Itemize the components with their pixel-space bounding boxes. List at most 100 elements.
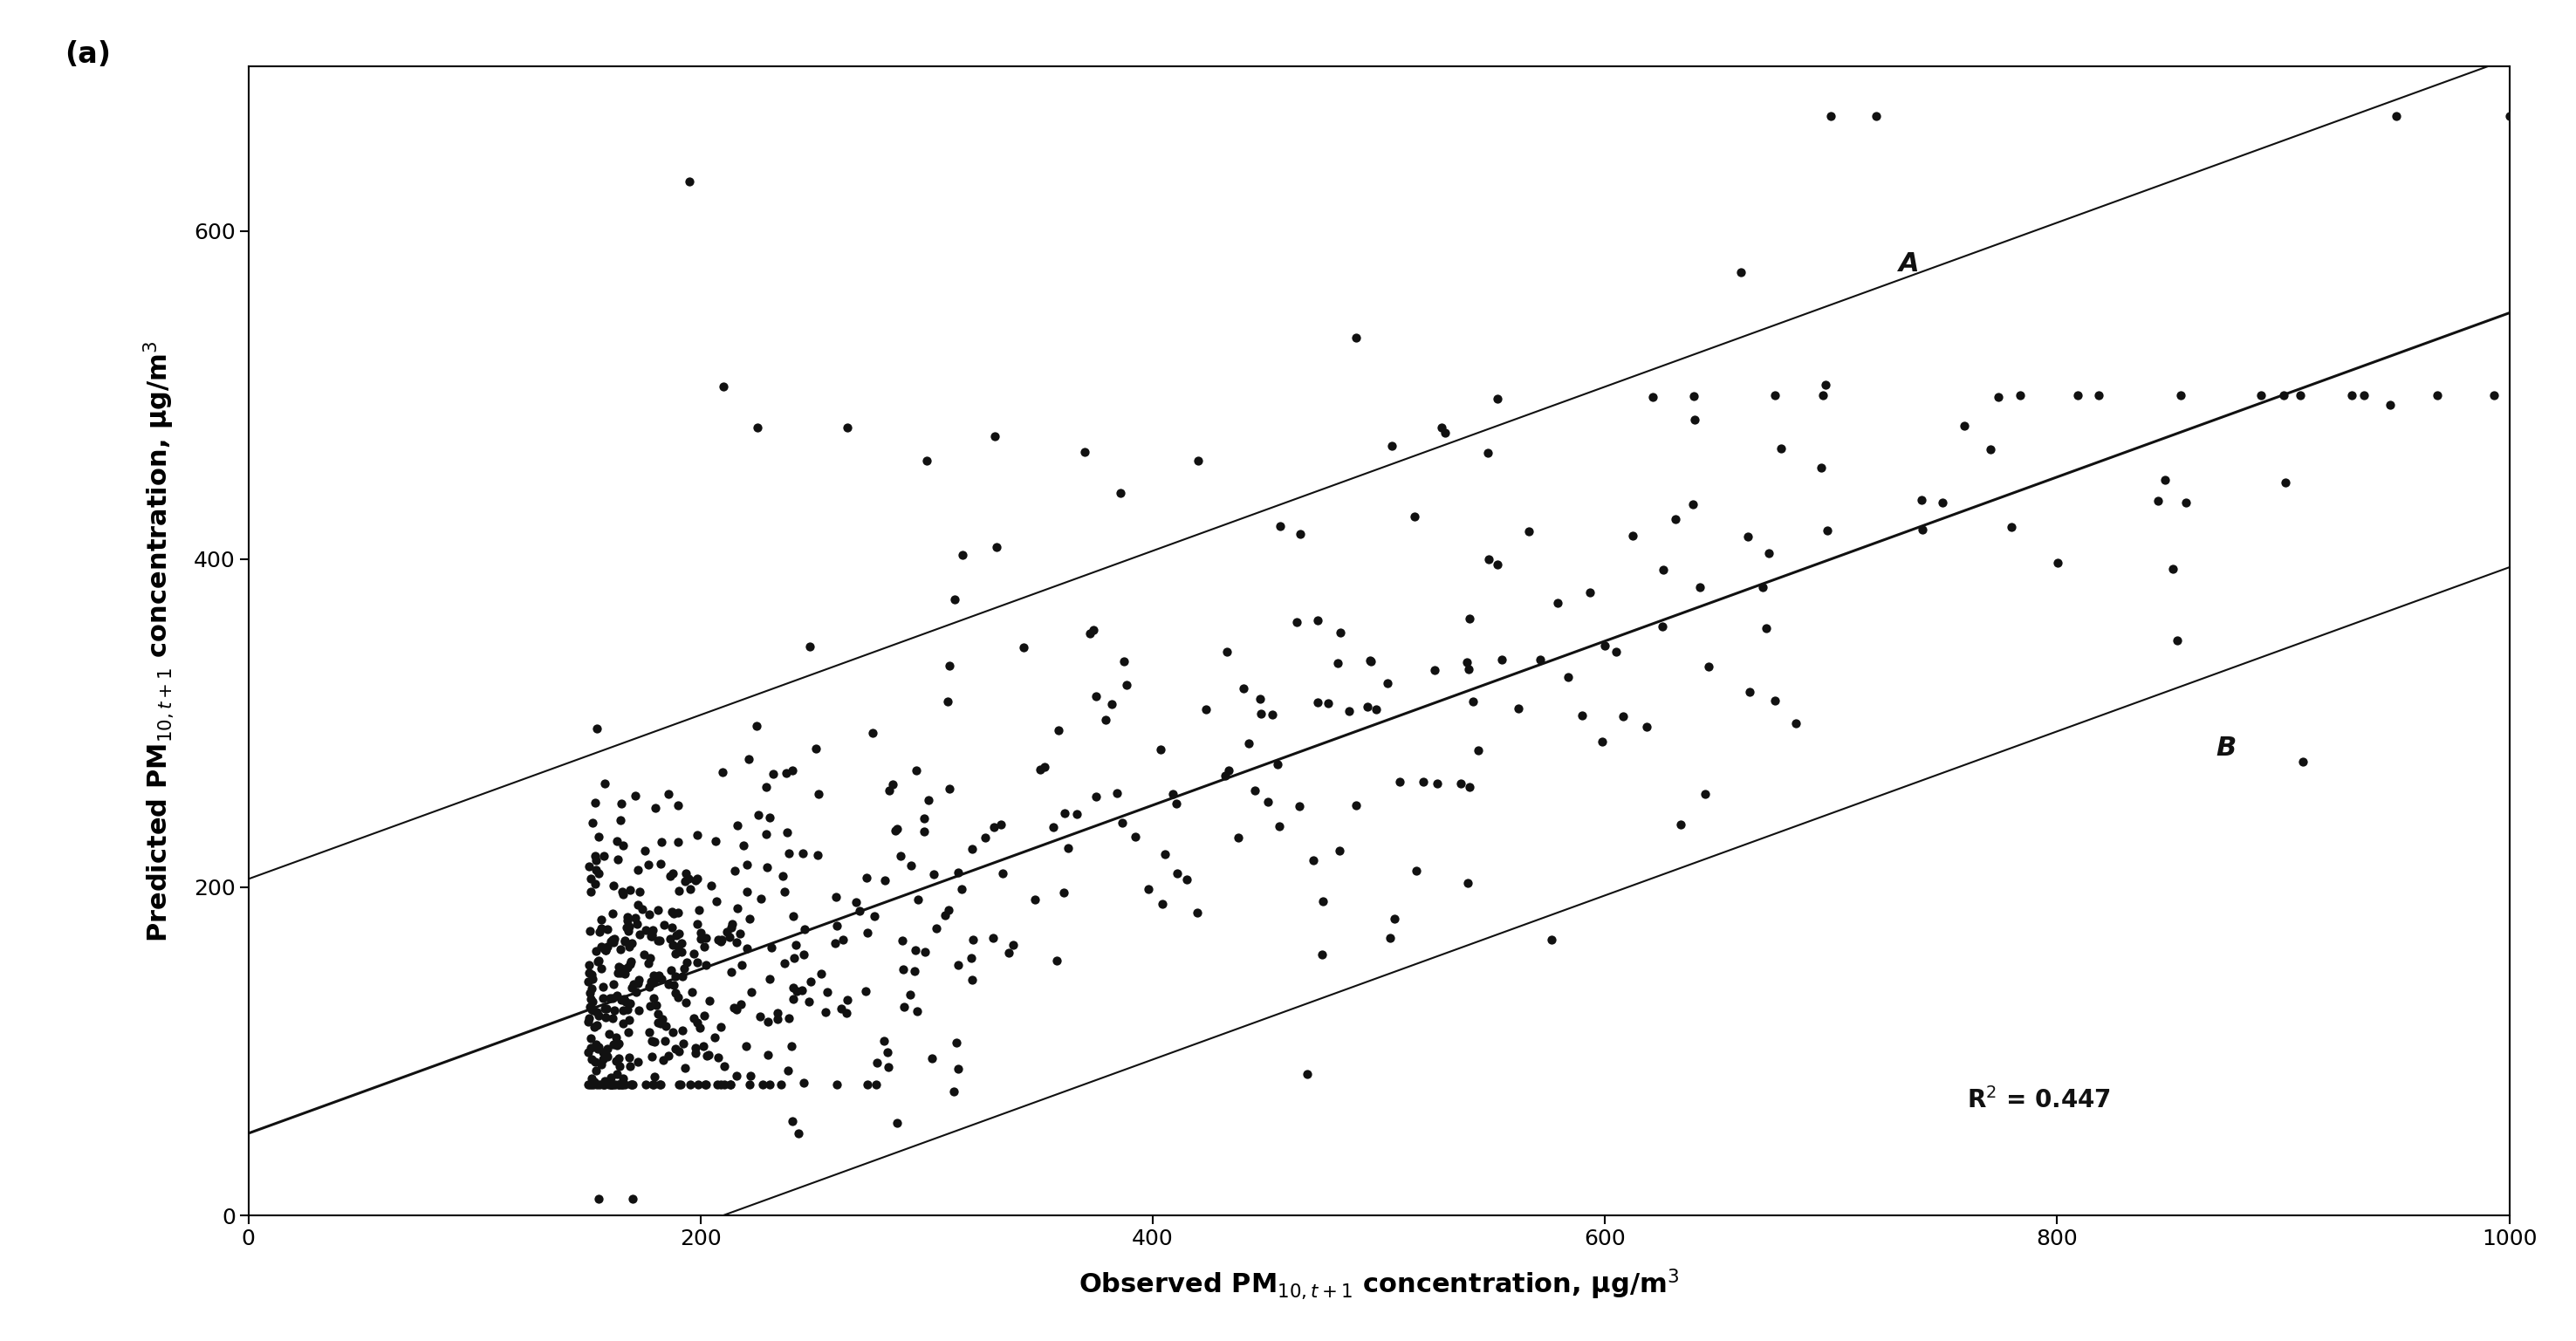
Point: [783, 944, 824, 966]
Point: [574, 1016, 616, 1038]
Point: [590, 987, 631, 1008]
Point: [618, 924, 659, 945]
Point: [592, 1073, 634, 1094]
Point: [690, 874, 732, 896]
Point: [647, 783, 688, 805]
Point: [1468, 548, 1510, 570]
Point: [1157, 793, 1198, 814]
Point: [1625, 716, 1667, 738]
Point: [768, 1059, 809, 1081]
Point: [1466, 441, 1507, 463]
Point: [1337, 327, 1378, 349]
Point: [600, 963, 641, 984]
Point: [592, 902, 634, 924]
Point: [574, 1071, 616, 1093]
Point: [873, 821, 914, 842]
Point: [1301, 944, 1342, 966]
Point: [587, 936, 629, 957]
Point: [724, 1035, 765, 1057]
Point: [662, 1033, 703, 1054]
Point: [569, 1007, 611, 1029]
Point: [1350, 649, 1391, 670]
Point: [1100, 483, 1141, 504]
Point: [582, 1049, 623, 1070]
Point: [1448, 776, 1489, 798]
Point: [654, 974, 696, 995]
Point: [585, 1045, 626, 1066]
Point: [659, 932, 701, 953]
Point: [1378, 771, 1419, 793]
Point: [608, 936, 649, 957]
Point: [652, 1022, 693, 1043]
Point: [611, 932, 652, 953]
Point: [708, 927, 750, 948]
Point: [577, 1188, 618, 1210]
Point: [675, 869, 716, 890]
Point: [1319, 839, 1360, 861]
Point: [1280, 523, 1321, 544]
Point: [953, 929, 994, 951]
Point: [1685, 783, 1726, 805]
Point: [574, 873, 616, 894]
Point: [750, 937, 791, 959]
Point: [672, 943, 714, 964]
Point: [750, 968, 791, 990]
Point: [598, 830, 639, 852]
Point: [878, 845, 920, 866]
Point: [871, 774, 912, 795]
Point: [574, 793, 616, 814]
Point: [1476, 554, 1517, 575]
Point: [1613, 526, 1654, 547]
Point: [2280, 384, 2321, 405]
Point: [636, 968, 677, 990]
Point: [696, 830, 737, 852]
Point: [600, 939, 641, 960]
Text: B: B: [2215, 735, 2236, 760]
Point: [665, 992, 706, 1014]
Point: [1048, 837, 1090, 858]
Point: [701, 929, 742, 951]
Point: [817, 915, 858, 936]
Point: [827, 1002, 868, 1023]
Point: [711, 917, 752, 939]
Point: [603, 881, 644, 902]
Point: [1185, 699, 1226, 720]
Point: [1901, 489, 1942, 511]
Point: [747, 857, 788, 878]
Point: [639, 1014, 680, 1035]
Point: [1020, 759, 1061, 780]
Point: [680, 1016, 721, 1038]
Point: [1115, 826, 1157, 848]
Point: [1595, 641, 1636, 662]
Point: [657, 925, 698, 947]
Point: [1687, 656, 1728, 677]
Point: [634, 987, 675, 1008]
Point: [585, 1073, 626, 1094]
Point: [1741, 577, 1783, 598]
Point: [572, 999, 613, 1021]
Point: [649, 959, 690, 980]
Point: [659, 1073, 701, 1094]
Point: [574, 1059, 616, 1081]
Point: [580, 921, 621, 943]
Point: [639, 853, 680, 874]
Point: [672, 1007, 714, 1029]
Point: [608, 920, 649, 941]
Point: [1497, 697, 1538, 719]
Point: [654, 902, 696, 924]
Point: [2143, 469, 2184, 491]
Point: [585, 998, 626, 1019]
Point: [904, 941, 945, 963]
Point: [567, 1073, 608, 1094]
Point: [598, 1047, 639, 1069]
Point: [580, 1006, 621, 1027]
Point: [1901, 519, 1942, 540]
Point: [1728, 526, 1770, 547]
Point: [680, 928, 721, 949]
Point: [742, 1073, 783, 1094]
Point: [845, 980, 886, 1002]
Point: [631, 971, 672, 992]
Point: [577, 951, 618, 972]
Point: [796, 738, 837, 759]
Point: [569, 983, 611, 1004]
